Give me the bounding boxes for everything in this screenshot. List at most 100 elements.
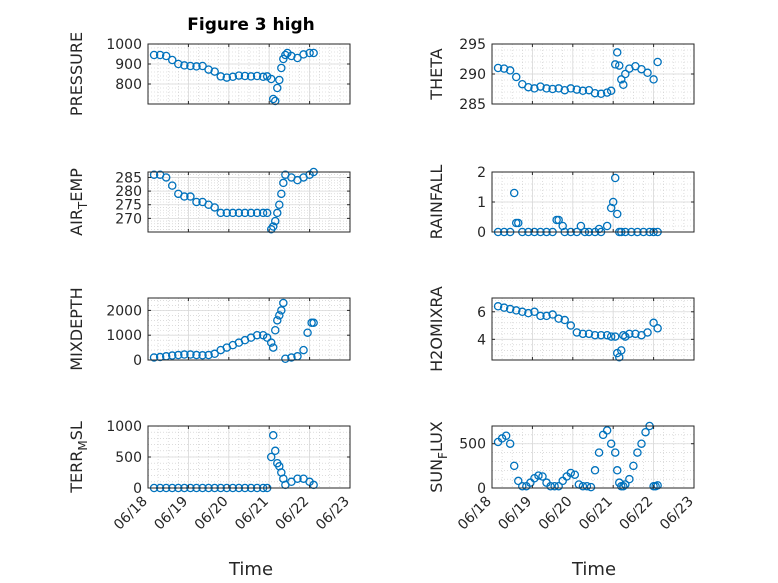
data-point bbox=[268, 431, 278, 440]
data-point bbox=[273, 208, 282, 218]
y-tick-label: 2000 bbox=[106, 303, 142, 319]
data-point bbox=[637, 439, 646, 448]
data-point bbox=[612, 209, 622, 219]
y-axis-label: THETA bbox=[427, 48, 446, 100]
data-point bbox=[560, 315, 569, 325]
x-axis-label-left: Time bbox=[228, 559, 273, 580]
data-point bbox=[228, 208, 238, 218]
data-point bbox=[617, 75, 626, 84]
data-point bbox=[518, 307, 527, 317]
data-point bbox=[530, 307, 539, 317]
data-point bbox=[246, 208, 256, 218]
y-tick-label: 1 bbox=[477, 195, 486, 211]
y-axis-label: SUNFLUX bbox=[427, 421, 450, 493]
figure-title: Figure 3 high bbox=[187, 15, 315, 35]
data-point bbox=[612, 466, 622, 475]
data-point bbox=[610, 60, 620, 69]
data-point bbox=[594, 448, 604, 457]
data-point bbox=[155, 50, 165, 60]
data-point bbox=[615, 61, 624, 70]
data-point bbox=[602, 426, 612, 435]
data-point bbox=[530, 84, 539, 93]
data-point bbox=[309, 48, 318, 58]
data-point bbox=[550, 481, 559, 491]
data-point bbox=[275, 311, 284, 320]
data-point bbox=[281, 50, 290, 60]
y-tick-label: 500 bbox=[459, 437, 486, 453]
data-point bbox=[509, 188, 519, 198]
data-point bbox=[222, 73, 232, 82]
data-point bbox=[572, 85, 582, 94]
data-point bbox=[266, 452, 276, 462]
y-axis-label: RAINFALL bbox=[427, 165, 446, 240]
data-point bbox=[275, 75, 284, 85]
y-axis-label: H2OMIXRA bbox=[427, 286, 446, 372]
data-point bbox=[228, 72, 238, 82]
data-point bbox=[262, 333, 272, 342]
data-point bbox=[309, 318, 318, 328]
data-point bbox=[499, 303, 509, 312]
data-point bbox=[566, 468, 576, 478]
data-point bbox=[293, 474, 302, 483]
data-point bbox=[548, 310, 557, 319]
data-point bbox=[505, 439, 515, 448]
y-tick-label: 800 bbox=[115, 77, 142, 93]
axes-box bbox=[147, 297, 351, 361]
data-point bbox=[606, 332, 616, 341]
data-point bbox=[303, 328, 312, 337]
data-point bbox=[546, 481, 555, 491]
data-point bbox=[653, 57, 662, 67]
data-point bbox=[590, 466, 600, 475]
axes-box bbox=[147, 171, 351, 233]
data-point bbox=[222, 208, 232, 218]
data-point bbox=[277, 63, 286, 73]
data-point bbox=[252, 208, 262, 218]
data-point bbox=[518, 481, 527, 491]
data-point bbox=[299, 50, 308, 59]
data-point bbox=[275, 200, 284, 209]
data-point bbox=[511, 306, 521, 315]
data-point bbox=[505, 304, 515, 314]
data-point bbox=[499, 64, 509, 73]
data-point bbox=[610, 332, 620, 341]
data-point bbox=[596, 89, 606, 99]
data-point bbox=[268, 94, 278, 104]
data-point bbox=[149, 50, 159, 60]
data-point bbox=[174, 350, 183, 360]
data-point bbox=[633, 448, 642, 457]
y-tick-label: 1000 bbox=[106, 328, 142, 344]
data-point bbox=[612, 48, 622, 57]
data-point bbox=[554, 215, 563, 225]
y-tick-label: 1000 bbox=[106, 37, 142, 53]
data-point bbox=[608, 197, 618, 207]
data-point bbox=[192, 62, 201, 71]
data-point bbox=[578, 481, 588, 491]
subplot-1: 800 900 1000 PRESSURE bbox=[67, 32, 351, 116]
data-point bbox=[493, 63, 503, 73]
data-point bbox=[514, 476, 523, 486]
data-point bbox=[234, 208, 244, 218]
data-point bbox=[277, 306, 286, 315]
y-axis-label: MIXDEPTH bbox=[67, 287, 86, 370]
y-tick-label: 290 bbox=[459, 67, 486, 83]
data-point bbox=[266, 338, 276, 347]
y-tick-label: 270 bbox=[115, 211, 142, 227]
data-point bbox=[281, 354, 290, 364]
data-point bbox=[210, 67, 219, 76]
data-point bbox=[653, 324, 662, 333]
data-point bbox=[240, 71, 250, 81]
data-point bbox=[268, 222, 278, 231]
data-point bbox=[198, 351, 207, 360]
data-point bbox=[149, 353, 159, 362]
data-point bbox=[167, 181, 177, 190]
data-point bbox=[258, 208, 268, 218]
data-point bbox=[566, 321, 576, 330]
data-point bbox=[643, 68, 652, 78]
data-point bbox=[180, 192, 189, 201]
data-point bbox=[186, 350, 195, 359]
subplot-5: 0 1000 2000 MIXDEPTH bbox=[67, 287, 351, 371]
y-tick-label: 285 bbox=[459, 97, 486, 113]
data-point bbox=[538, 472, 547, 481]
